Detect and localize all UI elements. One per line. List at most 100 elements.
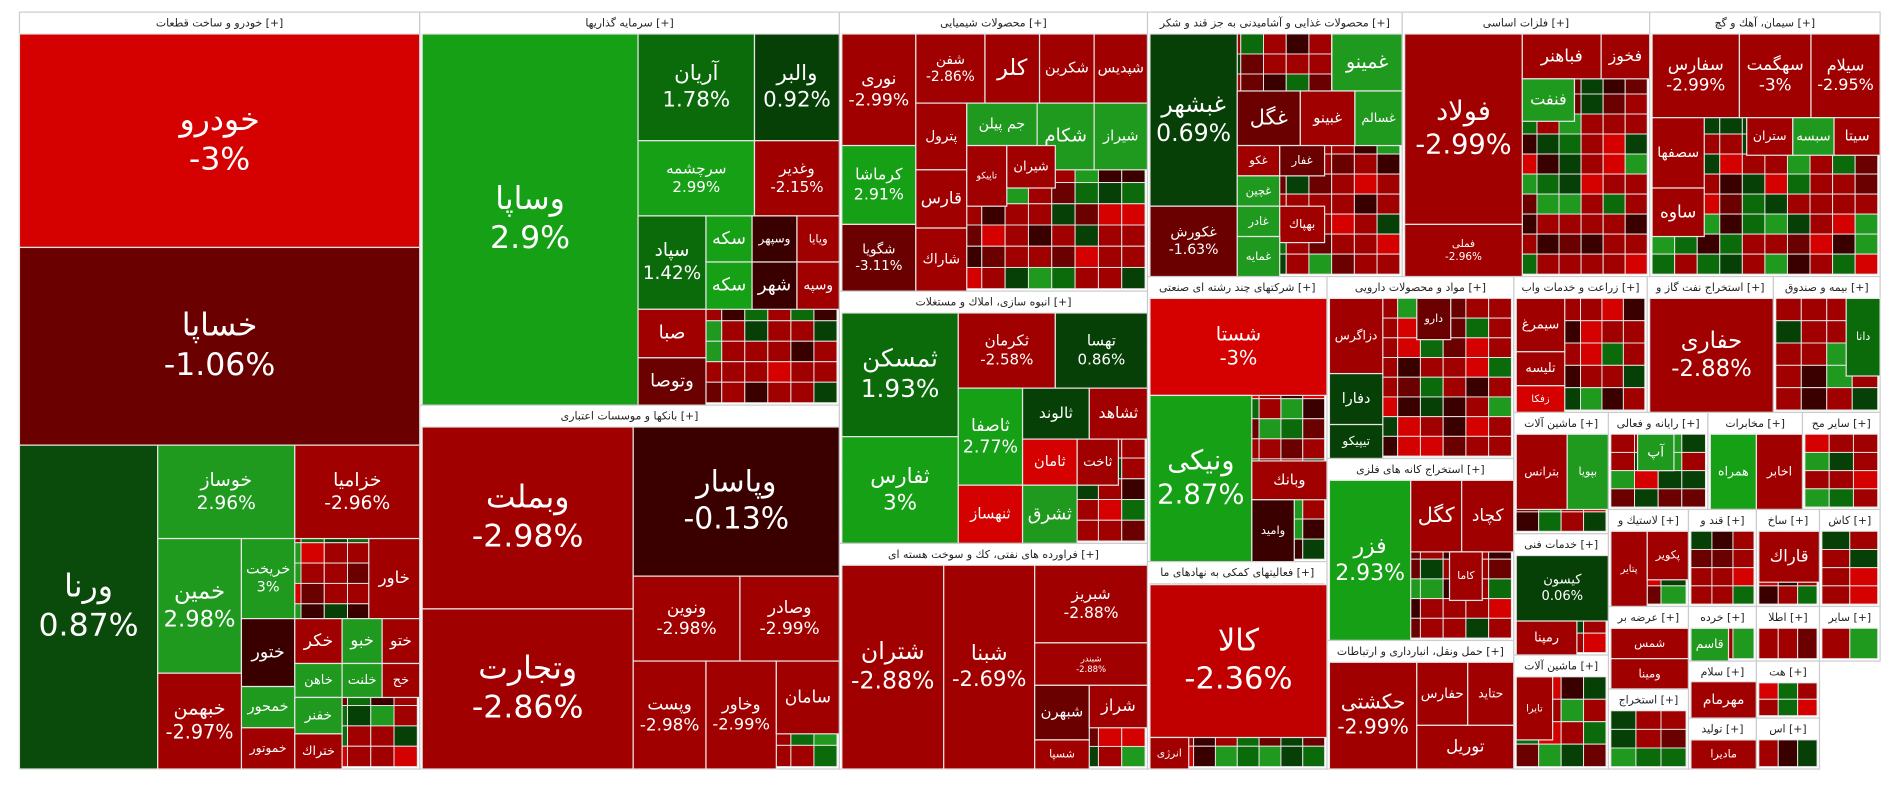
tile[interactable] (1038, 33, 1095, 104)
sector-header[interactable] (420, 406, 839, 426)
tile[interactable] (1006, 144, 1056, 189)
sector-title[interactable]: خرده [+] (1700, 611, 1744, 624)
tile[interactable] (240, 685, 296, 729)
tile[interactable] (1461, 479, 1515, 553)
sector-title[interactable]: بیمه و صندوق [+] (1785, 281, 1869, 294)
tile[interactable] (1034, 739, 1090, 770)
tile[interactable] (739, 575, 841, 662)
tile[interactable] (1236, 90, 1301, 147)
tile[interactable] (915, 102, 968, 171)
tile[interactable] (1299, 90, 1356, 147)
sector-header[interactable] (1328, 641, 1513, 662)
sector-title[interactable]: اس [+] (1769, 723, 1806, 736)
tile[interactable] (1521, 78, 1576, 122)
tile[interactable] (1833, 117, 1881, 156)
tile[interactable] (1810, 33, 1881, 119)
tile[interactable] (294, 696, 343, 735)
sector-title[interactable]: ساخ [+] (1768, 514, 1809, 527)
tile[interactable] (1600, 33, 1651, 80)
tile[interactable] (240, 537, 296, 620)
sector-header[interactable] (1650, 13, 1879, 33)
tile[interactable] (294, 618, 343, 665)
tile[interactable] (1088, 387, 1149, 440)
tile[interactable] (915, 33, 986, 104)
tile[interactable] (1093, 102, 1149, 171)
sector-title[interactable]: فعالیتهای کمکی به نهادهای ما [+] (1160, 566, 1314, 579)
sector-header[interactable] (1148, 562, 1326, 583)
tile[interactable] (1021, 484, 1078, 545)
tile[interactable] (1236, 235, 1281, 278)
tile[interactable] (966, 102, 1038, 147)
sector-header[interactable] (1328, 459, 1513, 480)
sector-header[interactable] (20, 13, 419, 33)
sector-title[interactable]: مواد و محصولات دارویی [+] (1355, 281, 1486, 294)
tile[interactable] (1331, 33, 1403, 92)
tile[interactable] (915, 227, 968, 292)
sector-header[interactable] (1328, 277, 1513, 298)
sector-title[interactable]: کاش [+] (1828, 514, 1871, 527)
sector-title[interactable]: خودرو و ساخت قطعات [+] (156, 17, 283, 30)
tile[interactable] (18, 33, 421, 249)
sector-header[interactable] (840, 292, 1147, 312)
sector-title[interactable]: استخراج کانه های فلزی [+] (1356, 463, 1485, 476)
tile[interactable] (1251, 499, 1295, 563)
sector-title[interactable]: محصولات شیمیایی [+] (940, 17, 1047, 30)
sector-title[interactable]: ماشین آلات [+] (1524, 659, 1598, 673)
tile[interactable] (943, 564, 1036, 770)
tile[interactable] (1279, 205, 1326, 244)
tile[interactable] (18, 246, 421, 446)
tile[interactable] (341, 618, 383, 665)
tile[interactable] (157, 672, 243, 770)
sector-header[interactable] (840, 544, 1147, 565)
tile[interactable] (1651, 117, 1705, 189)
sector-title[interactable]: سرمایه گذاریها [+] (585, 17, 673, 30)
tile[interactable] (1021, 438, 1078, 486)
sector-title[interactable]: مخابرات [+] (1725, 417, 1785, 430)
sector-title[interactable]: قند و [+] (1699, 514, 1744, 527)
tile[interactable] (1088, 684, 1149, 729)
sector-header[interactable] (420, 13, 839, 33)
sector-title[interactable]: شرکتهای چند رشته ای صنعتی [+] (1159, 281, 1316, 294)
sector-title[interactable]: استخراج [+] (1619, 693, 1679, 706)
sector-title[interactable]: لاستیك و [+] (1617, 514, 1679, 527)
tile[interactable] (1034, 564, 1149, 644)
tile[interactable] (1093, 33, 1149, 104)
sector-title[interactable]: انبوه سازی، املاك و مستغلات [+] (915, 296, 1071, 309)
sector-title[interactable]: اطلا [+] (1768, 611, 1807, 624)
tile[interactable] (637, 140, 756, 217)
tile[interactable] (1448, 551, 1483, 602)
tile[interactable] (1328, 423, 1384, 460)
sector-title[interactable]: خدمات فنی [+] (1524, 538, 1598, 551)
tile[interactable] (1792, 117, 1835, 156)
tile[interactable] (1251, 460, 1328, 501)
tile[interactable] (1236, 144, 1281, 177)
tile[interactable] (1149, 584, 1328, 739)
tile[interactable] (18, 444, 159, 770)
tile[interactable] (632, 426, 841, 577)
sector-title[interactable]: عرضه بر [+] (1617, 611, 1679, 624)
sector-title[interactable]: محصولات غذایی و آشامیدنی به جز قند و شکر… (1159, 16, 1390, 30)
tile[interactable] (294, 733, 343, 770)
sector-title[interactable]: سلام [+] (1701, 666, 1745, 679)
tile[interactable] (157, 444, 296, 540)
tile[interactable] (841, 312, 959, 438)
sector-title[interactable]: بانكها و موسسات اعتباری [+] (561, 410, 699, 423)
sector-header[interactable] (840, 13, 1147, 33)
sector-title[interactable]: رایانه و فعالی [+] (1617, 417, 1700, 430)
tile[interactable] (1149, 394, 1253, 563)
tile[interactable] (368, 537, 421, 620)
sector-title[interactable]: سایر [+] (1827, 611, 1871, 624)
tile[interactable] (957, 387, 1024, 486)
tile[interactable] (294, 444, 421, 540)
sector-title[interactable]: فلزات اساسی [+] (1483, 17, 1569, 30)
tile[interactable] (1054, 312, 1149, 389)
tile[interactable] (1328, 372, 1384, 426)
tile[interactable] (1149, 297, 1328, 397)
sector-header[interactable] (1403, 13, 1649, 33)
tile[interactable] (957, 484, 1024, 545)
sector-title[interactable]: زراعت و خدمات واب [+] (1522, 281, 1640, 294)
tile[interactable] (1410, 479, 1463, 553)
sector-title[interactable]: استخراج نفت گاز و [+] (1655, 281, 1764, 294)
tile[interactable] (841, 144, 917, 226)
sector-header[interactable] (1148, 277, 1326, 298)
